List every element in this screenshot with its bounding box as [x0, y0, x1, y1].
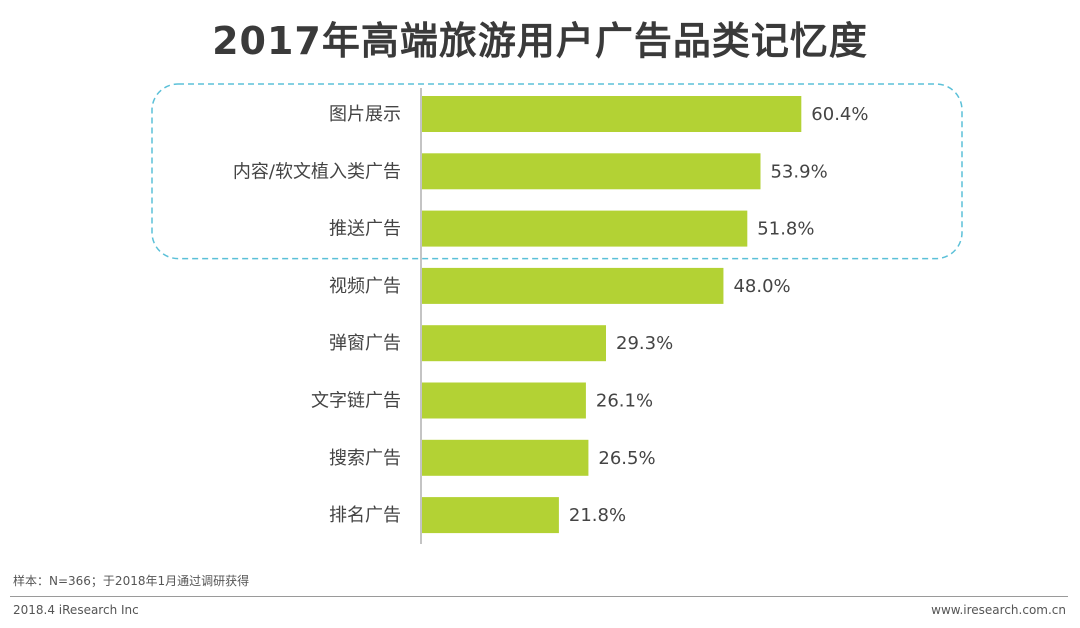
highlight-box [151, 83, 963, 260]
value-label: 21.8% [569, 505, 626, 526]
bar [422, 382, 586, 419]
footer-divider [10, 596, 1068, 597]
value-label: 29.3% [616, 333, 673, 354]
value-label: 60.4% [811, 104, 868, 125]
bar [422, 210, 748, 247]
value-label: 51.8% [757, 219, 814, 240]
category-label: 内容/软文植入类广告 [233, 161, 401, 182]
footer-copyright: 2018.4 iResearch Inc [13, 603, 139, 617]
bar [422, 325, 607, 362]
sample-note: 样本：N=366；于2018年1月通过调研获得 [13, 574, 250, 588]
footer-website-link[interactable]: www.iresearch.com.cn [931, 603, 1066, 617]
category-label: 图片展示 [329, 104, 401, 125]
category-label: 搜索广告 [329, 448, 401, 469]
bar [422, 153, 761, 190]
bar [422, 96, 802, 132]
value-label: 53.9% [770, 161, 827, 182]
bar-chart: 图片展示 60.4% 内容/软文植入类广告 53.9% 推送广告 51.8% 视频广告 48.… [151, 83, 963, 544]
value-label: 26.1% [596, 391, 653, 412]
bar [422, 267, 724, 304]
category-label: 排名广告 [329, 505, 401, 526]
bars-layer: 图片展示 60.4% 内容/软文植入类广告 53.9% 推送广告 51.8% 视频广告 48.… [233, 96, 868, 534]
bar [422, 497, 559, 534]
category-label: 弹窗广告 [329, 333, 401, 354]
value-label: 48.0% [733, 276, 790, 297]
chart-title: 2017年高端旅游用户广告品类记忆度 [212, 19, 868, 63]
value-label: 26.5% [598, 448, 655, 469]
category-label: 文字链广告 [311, 391, 401, 412]
bar [422, 439, 589, 476]
category-label: 推送广告 [329, 219, 401, 240]
category-label: 视频广告 [329, 276, 401, 297]
